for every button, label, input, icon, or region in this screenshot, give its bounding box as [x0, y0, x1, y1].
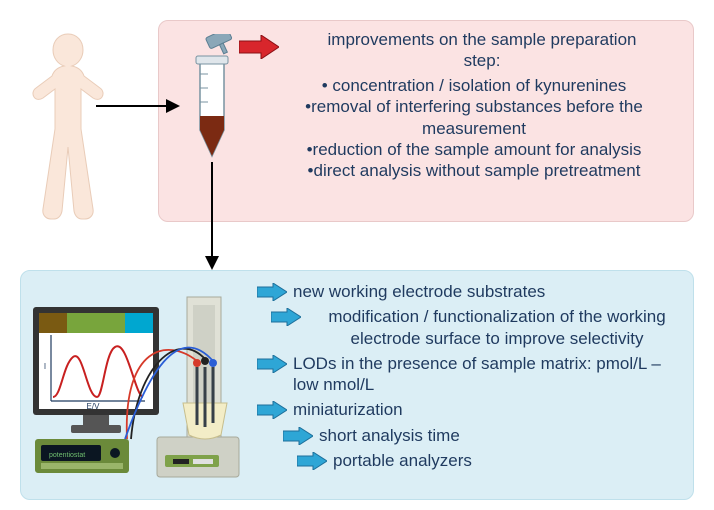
arrow-tube-to-instrument	[202, 162, 222, 272]
instrument-illustration: E/V I potentiostat	[27, 277, 247, 489]
human-silhouette-icon	[18, 30, 118, 240]
bottom-item-row: miniaturization	[257, 399, 687, 420]
blue-arrow-icon	[283, 427, 313, 445]
top-bullets: • concentration / isolation of kynurenin…	[259, 75, 689, 181]
svg-text:potentiostat: potentiostat	[49, 452, 85, 459]
bottom-item-row: short analysis time	[283, 425, 687, 446]
electrochem-panel: E/V I potentiostat	[20, 270, 694, 500]
cv-y-label: I	[44, 362, 46, 371]
top-bullet-row: • concentration / isolation of kynurenin…	[259, 75, 689, 96]
top-bullet-2: reduction of the sample amount for analy…	[313, 140, 642, 159]
blue-arrow-icon	[297, 452, 327, 470]
bottom-item-0: new working electrode substrates	[293, 281, 687, 302]
bottom-item-4: short analysis time	[319, 425, 687, 446]
bottom-items: new working electrode substrates modific…	[257, 277, 687, 475]
bottom-item-2: LODs in the presence of sample matrix: p…	[293, 353, 687, 396]
bottom-item-row: LODs in the presence of sample matrix: p…	[257, 353, 687, 396]
bottom-item-row: portable analyzers	[297, 450, 687, 471]
top-bullet-row: •direct analysis without sample pretreat…	[259, 160, 689, 181]
red-arrow-icon	[239, 35, 279, 59]
top-title-line1: improvements on the sample preparation	[328, 30, 637, 49]
top-bullet-1: removal of interfering substances before…	[311, 97, 643, 137]
top-title-line2: step:	[464, 51, 501, 70]
cv-x-label: E/V	[87, 402, 101, 411]
potentiostat-icon: potentiostat	[35, 439, 129, 473]
top-bullet-row: •reduction of the sample amount for anal…	[259, 139, 689, 160]
blue-arrow-icon	[257, 401, 287, 419]
bottom-item-1: modification / functionalization of the …	[307, 306, 687, 349]
top-title: improvements on the sample preparation s…	[285, 29, 679, 72]
bottom-item-row: new working electrode substrates	[257, 281, 687, 302]
arrow-silhouette-to-tube	[96, 96, 180, 116]
blue-arrow-icon	[257, 283, 287, 301]
top-bullet-0: concentration / isolation of kynurenines	[332, 76, 626, 95]
bottom-item-row: modification / functionalization of the …	[271, 306, 687, 349]
blue-arrow-icon	[257, 355, 287, 373]
sample-tube-icon	[182, 34, 242, 164]
top-bullet-3: direct analysis without sample pretreatm…	[314, 161, 641, 180]
blue-arrow-icon	[271, 308, 301, 326]
monitor-icon: E/V I	[33, 307, 159, 433]
bottom-item-5: portable analyzers	[333, 450, 687, 471]
bottom-item-3: miniaturization	[293, 399, 687, 420]
top-bullet-row: •removal of interfering substances befor…	[259, 96, 689, 139]
